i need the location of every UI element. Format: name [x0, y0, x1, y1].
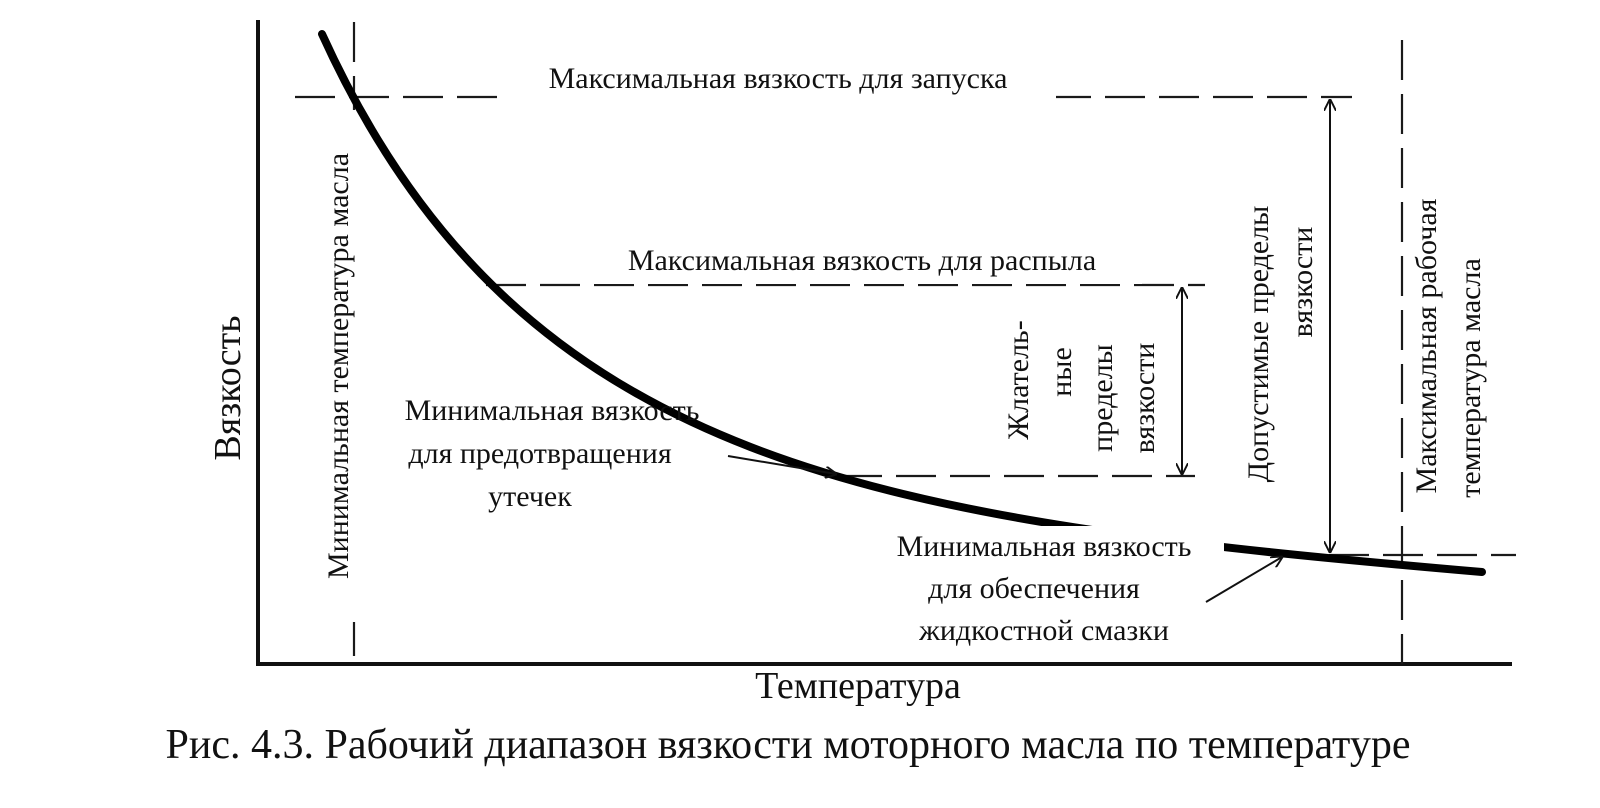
- min-leak-label: Минимальная вязкость для предотвращения …: [405, 394, 700, 513]
- svg-text:для предотвращения: для предотвращения: [408, 437, 671, 470]
- svg-text:для обеспечения: для обеспечения: [928, 572, 1140, 605]
- y-axis-label: Вязкость: [207, 315, 249, 460]
- svg-text:утечек: утечек: [488, 480, 572, 513]
- max-spray-label-bg: [582, 242, 1142, 284]
- svg-text:ные: ные: [1045, 347, 1078, 397]
- svg-text:вязкости: вязкости: [1286, 227, 1319, 338]
- allowed-limits-label: Допустимые пределы вязкости: [1242, 206, 1319, 483]
- max-start-label: Максимальная вязкость для запуска: [549, 62, 1008, 95]
- viscosity-curve: [318, 30, 1486, 576]
- lube-pointer-arrow: [1205, 557, 1282, 603]
- svg-text:вязкости: вязкости: [1128, 343, 1161, 454]
- svg-text:жидкостной смазки: жидкостной смазки: [918, 614, 1169, 647]
- leak-pointer-arrow: [727, 455, 836, 474]
- svg-text:Жлатель-: Жлатель-: [1002, 320, 1035, 439]
- max-temp-label: Максимальная рабочая температура масла: [1406, 170, 1500, 526]
- figure-caption: Рис. 4.3. Рабочий диапазон вязкости мото…: [165, 722, 1410, 768]
- svg-text:пределы: пределы: [1086, 344, 1119, 452]
- min-temp-label-bg: [316, 110, 356, 622]
- svg-text:температура масла: температура масла: [1454, 258, 1487, 498]
- desired-limits-label: Жлатель- ные пределы вязкости: [1002, 320, 1161, 453]
- x-axis-label: Температура: [755, 665, 961, 707]
- svg-text:Минимальная вязкость: Минимальная вязкость: [897, 530, 1192, 563]
- svg-text:Минимальная вязкость: Минимальная вязкость: [405, 394, 700, 427]
- min-lube-label: Минимальная вязкость для обеспечения жид…: [866, 526, 1224, 647]
- svg-text:Максимальная рабочая: Максимальная рабочая: [1410, 198, 1443, 493]
- max-spray-label: Максимальная вязкость для распыла: [628, 244, 1096, 277]
- min-temp-label: Минимальная температура масла: [322, 153, 355, 579]
- max-start-label-bg: [502, 60, 1056, 102]
- svg-text:Допустимые пределы: Допустимые пределы: [1242, 206, 1275, 483]
